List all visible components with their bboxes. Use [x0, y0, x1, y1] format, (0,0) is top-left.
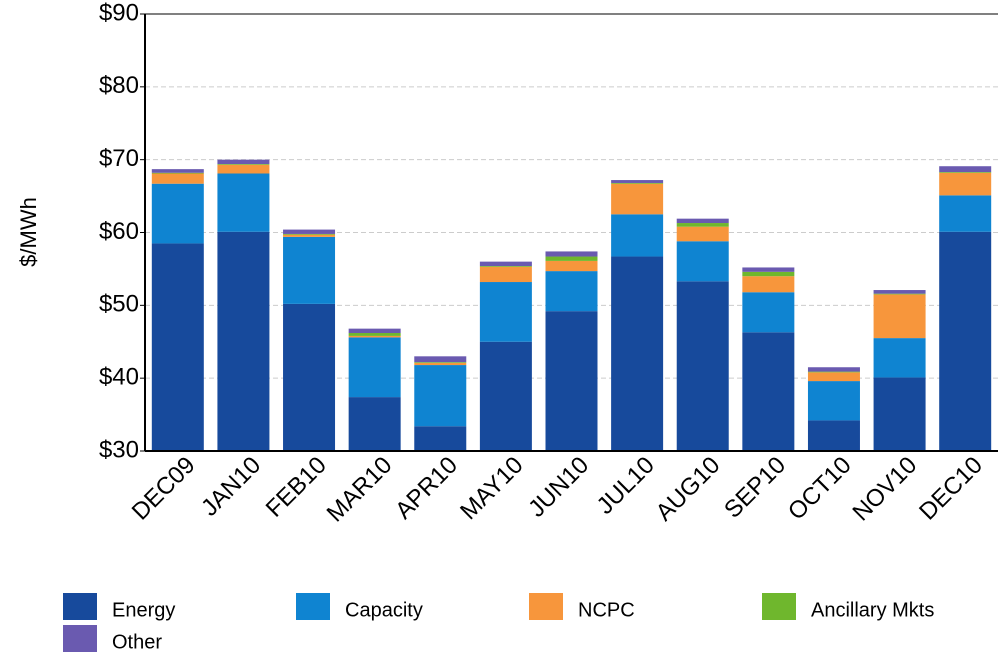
bar-segment — [873, 377, 926, 451]
bar-segment — [873, 290, 926, 294]
bar-segment — [348, 328, 401, 334]
legend-label: NCPC — [578, 599, 635, 621]
bar-segment — [414, 365, 467, 427]
y-tick-label: $30 — [99, 436, 139, 463]
bar-segment — [283, 234, 336, 237]
bar-segment — [283, 303, 336, 451]
bar-segment — [611, 214, 664, 257]
bar-segment — [545, 260, 598, 272]
y-tick-label: $80 — [99, 72, 139, 99]
bar-segment — [939, 172, 992, 196]
bar-segment — [611, 180, 664, 183]
bar-segment — [217, 164, 270, 165]
bar-segment — [873, 293, 926, 295]
bar-segment — [939, 195, 992, 232]
bar-segment — [611, 183, 664, 215]
bar-segment — [873, 294, 926, 339]
bar-segment — [742, 267, 795, 272]
bar-segment — [151, 169, 204, 173]
bar-segment — [807, 372, 860, 382]
bar-segment — [479, 341, 532, 451]
y-tick-label: $70 — [99, 145, 139, 172]
x-tick-label: AUG10 — [651, 452, 726, 527]
bar-segment — [676, 223, 729, 227]
bar-segment — [348, 337, 401, 398]
bar-segment — [545, 251, 598, 257]
bar-segment — [676, 218, 729, 224]
x-tick-label: APR10 — [390, 452, 463, 525]
bar-segment — [479, 266, 532, 267]
bar-segment — [611, 182, 664, 184]
bar-segment — [939, 172, 992, 173]
bar-segment — [414, 426, 467, 451]
bar-segment — [348, 333, 401, 336]
bar-segment — [348, 335, 401, 338]
x-tick-label: JUL10 — [592, 452, 660, 520]
legend-label: Energy — [112, 599, 175, 621]
legend-swatch — [529, 593, 563, 620]
bar-segment — [807, 420, 860, 451]
legend-swatch — [63, 593, 97, 620]
bar-segment — [283, 229, 336, 234]
bar-segment — [479, 261, 532, 267]
bar-segment — [545, 271, 598, 312]
y-tick-label: $50 — [99, 291, 139, 318]
bar-segment — [939, 166, 992, 173]
bar-segment — [151, 243, 204, 451]
legend-label: Capacity — [345, 599, 423, 621]
y-tick-label: $40 — [99, 364, 139, 391]
bar-segment — [611, 256, 664, 451]
x-tick-label: JUN10 — [523, 452, 594, 523]
bar-segment — [479, 282, 532, 342]
legend-swatch — [296, 593, 330, 620]
bar-segment — [873, 338, 926, 378]
bar-segment — [676, 281, 729, 451]
bar-segment — [414, 362, 467, 366]
x-tick-label: SEP10 — [719, 452, 791, 524]
legend-swatch — [63, 625, 97, 652]
x-tick-label: FEB10 — [261, 452, 332, 523]
bar-segment — [807, 381, 860, 421]
bar-segment — [545, 256, 598, 261]
x-tick-label: MAY10 — [455, 452, 528, 525]
y-tick-label: $90 — [99, 0, 139, 26]
x-tick-label: JAN10 — [196, 452, 266, 522]
bar-segment — [676, 241, 729, 282]
bar-segment — [676, 226, 729, 242]
bar-segment — [939, 231, 992, 451]
x-tick-label: NOV10 — [848, 452, 923, 527]
bar-segment — [217, 173, 270, 232]
bar-segment — [742, 292, 795, 333]
legend-label: Other — [112, 631, 162, 653]
bar-segment — [151, 173, 204, 184]
bar-segment — [217, 231, 270, 451]
y-axis-label: $/MWh — [16, 197, 41, 267]
y-tick-label: $60 — [99, 218, 139, 245]
bar-segment — [807, 367, 860, 372]
bar-segment — [283, 233, 336, 235]
legend-label: Ancillary Mkts — [811, 599, 934, 621]
bar-segment — [217, 164, 270, 174]
x-tick-label: MAR10 — [322, 452, 398, 528]
x-tick-label: DEC10 — [914, 452, 988, 526]
bar-segment — [742, 276, 795, 293]
bar-segment — [742, 332, 795, 451]
bar-segment — [545, 311, 598, 451]
bar-segment — [151, 172, 204, 174]
bar-segment — [348, 397, 401, 451]
legend-swatch — [762, 593, 796, 620]
x-tick-label: OCT10 — [783, 452, 857, 526]
bar-segment — [414, 356, 467, 363]
bar-segment — [807, 371, 860, 373]
bar-segment — [217, 159, 270, 165]
bar-segment — [414, 362, 467, 363]
bar-segment — [283, 236, 336, 304]
bar-segment — [742, 271, 795, 277]
bar-segment — [151, 183, 204, 244]
bar-segment — [479, 266, 532, 283]
